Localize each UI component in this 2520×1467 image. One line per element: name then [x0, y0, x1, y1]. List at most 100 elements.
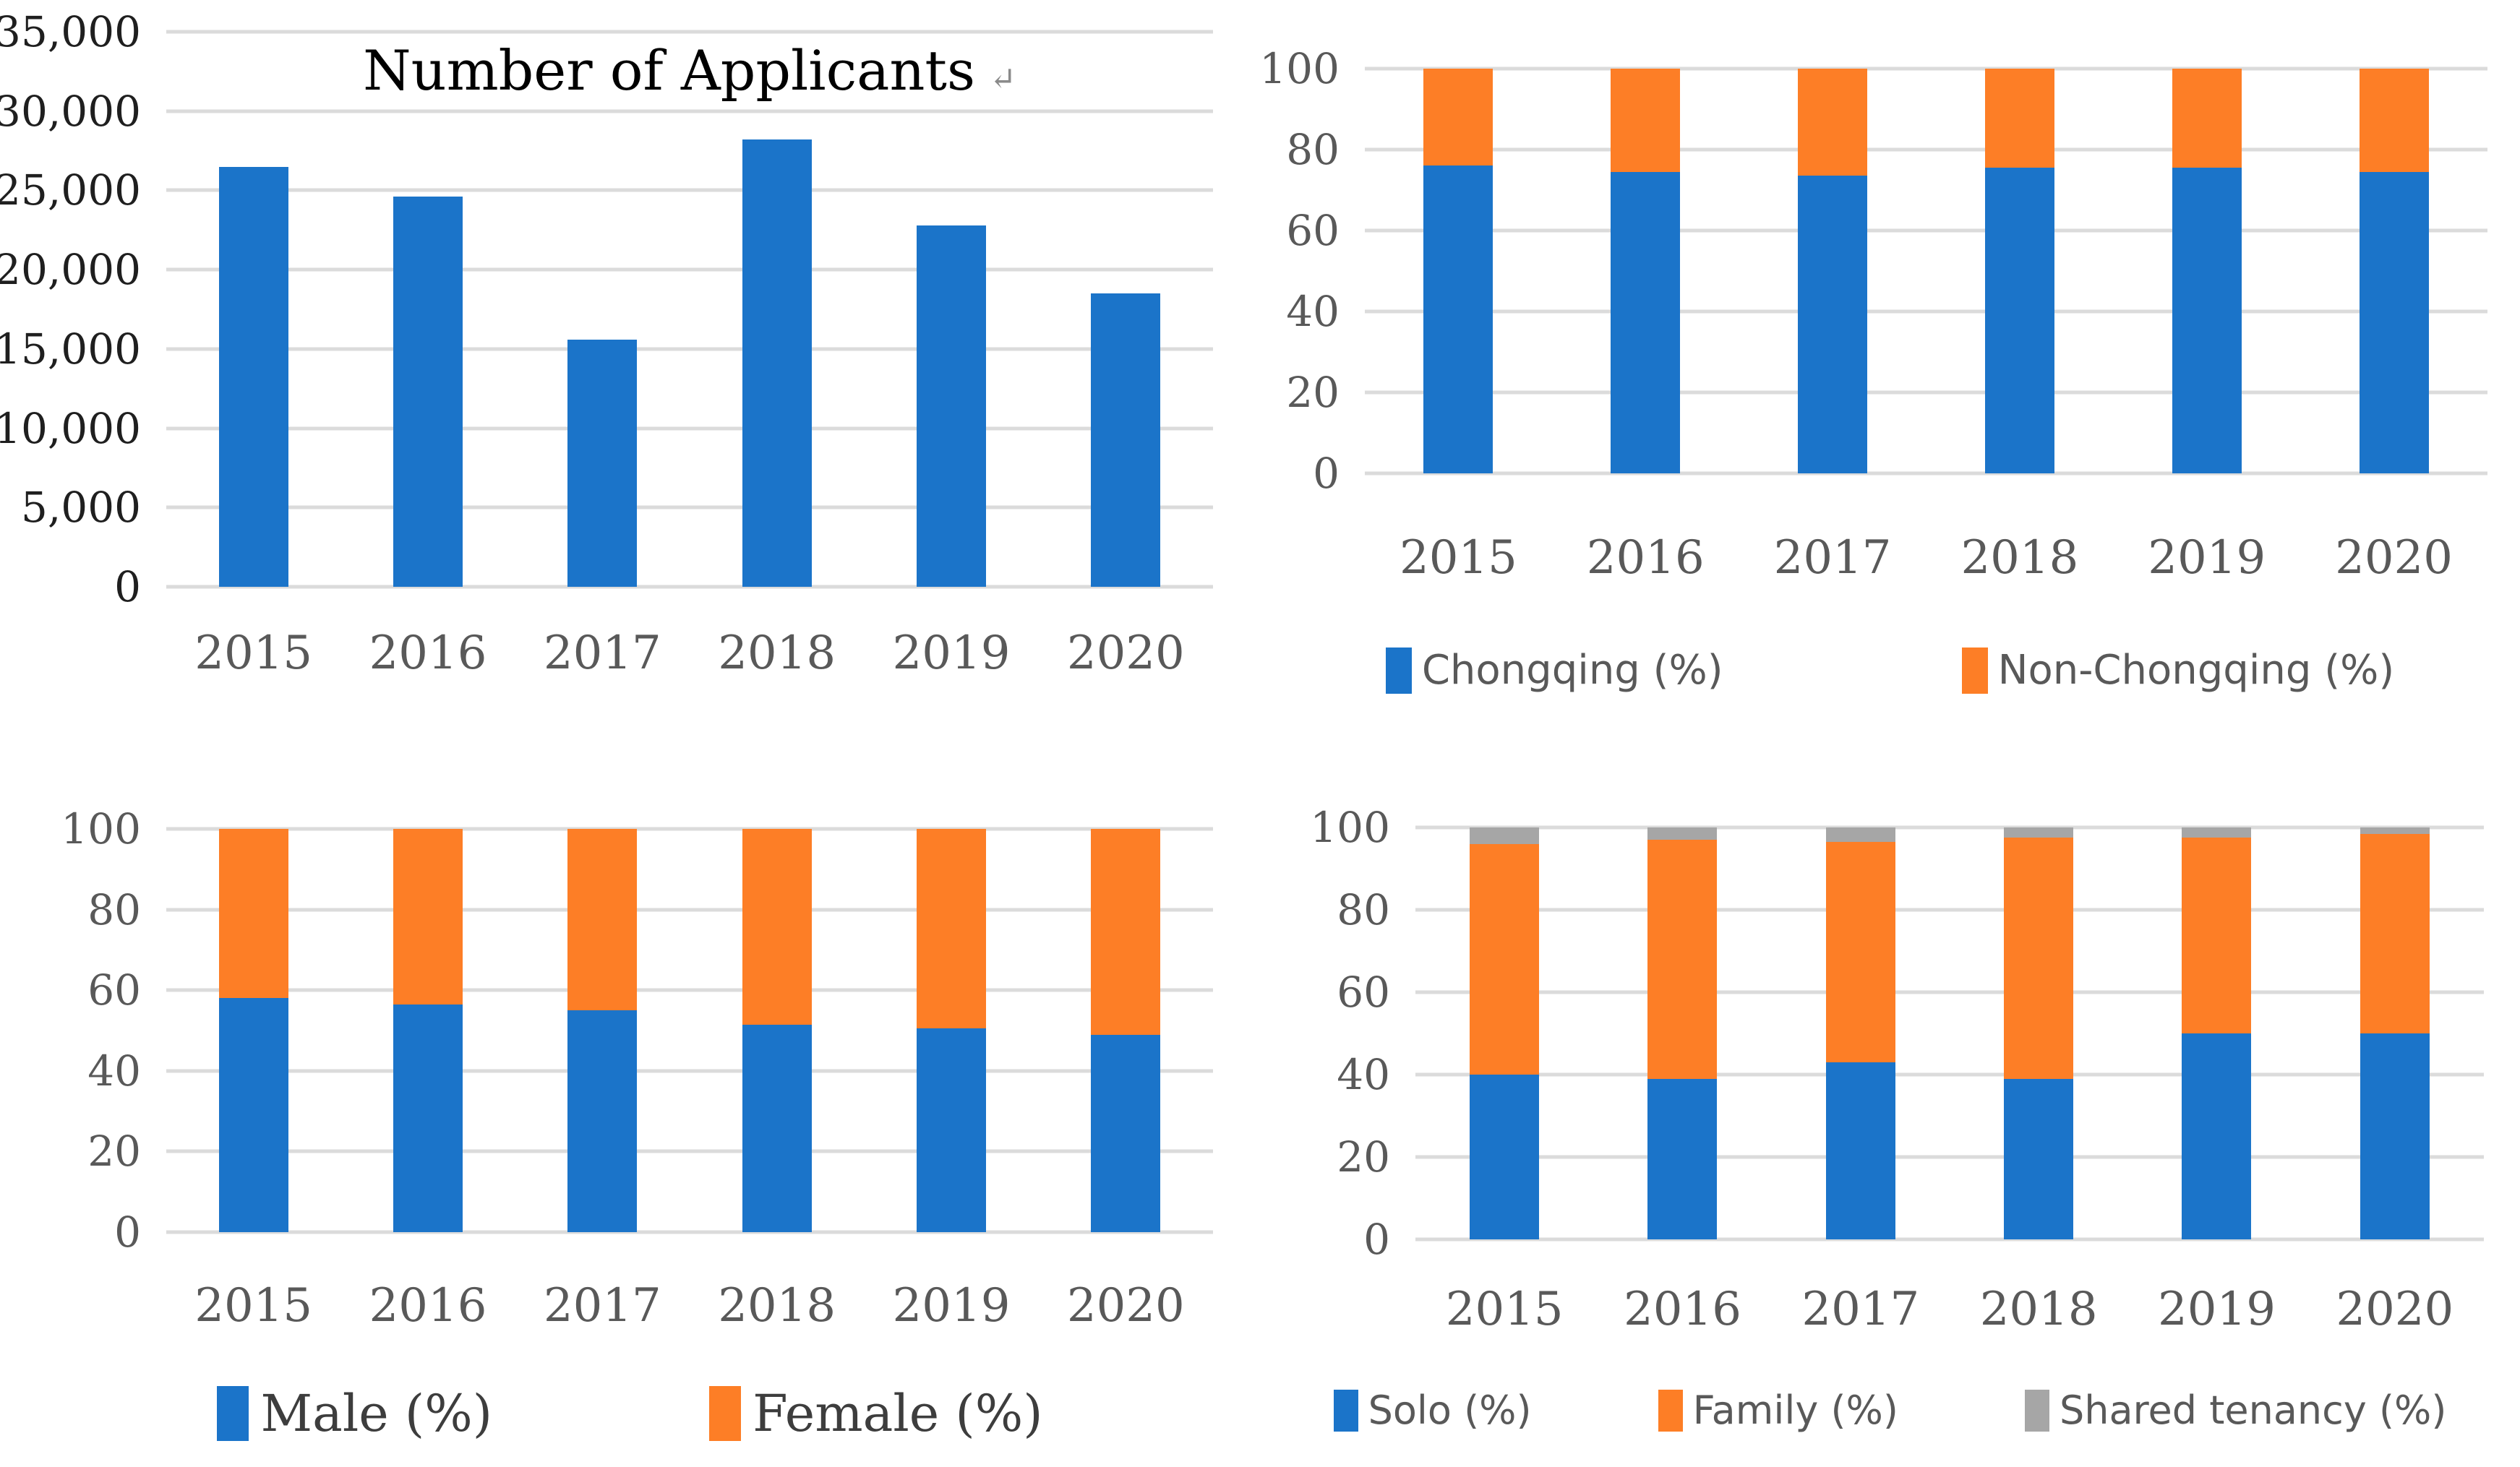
paragraph-return-mark: ↵	[989, 61, 1016, 98]
legend-label: Family (%)	[1692, 1388, 1898, 1433]
legend-item: Family (%)	[1658, 1388, 1898, 1433]
y-tick-label: 80	[1337, 885, 1390, 934]
x-tick-label: 2015	[194, 627, 313, 680]
bar-segment-blue	[1825, 1062, 1895, 1239]
bar-slot	[515, 32, 690, 587]
bars	[1415, 827, 2484, 1239]
gridline	[166, 988, 1213, 992]
x-axis: 2015 2016 2017 2018 2019 2020	[166, 619, 1213, 688]
bars	[166, 32, 1213, 587]
bar-segment-orange	[1798, 69, 1868, 176]
bar-segment-orange	[1470, 843, 1540, 1075]
bar-segment-blue	[1423, 165, 1493, 473]
bar-slot	[2306, 827, 2484, 1239]
bar-segment-orange	[2004, 838, 2074, 1079]
bar-2019	[2172, 69, 2242, 473]
bar-segment-orange	[1423, 69, 1493, 166]
bar-2020	[1091, 829, 1161, 1232]
x-tick-label: 2015	[1445, 1283, 1564, 1336]
bar-segment-blue	[1647, 1078, 1718, 1239]
y-axis: 100 80 60 40 20 0	[0, 808, 166, 1253]
gridline	[1415, 1237, 2484, 1242]
legend-label: Chongqing (%)	[1421, 647, 1723, 694]
y-tick-label: 0	[1363, 1215, 1390, 1264]
gridline	[166, 827, 1213, 831]
legend-item: Shared tenancy (%)	[2024, 1388, 2446, 1433]
chart-number-of-applicants: 35,000 30,000 25,000 20,000 15,000 10,000 5,00…	[0, 0, 1260, 734]
gridline	[166, 347, 1213, 351]
legend-label: Male (%)	[260, 1384, 493, 1443]
gridline	[1415, 990, 2484, 994]
bar-segment-blue	[393, 197, 463, 587]
bar-2019	[916, 32, 986, 587]
x-tick-label: 2016	[1586, 531, 1705, 585]
bar-slot	[340, 32, 515, 587]
gridline	[1365, 228, 2487, 233]
y-tick-label: 80	[87, 885, 141, 934]
gridline	[166, 505, 1213, 509]
legend: Male (%) Female (%)	[0, 1384, 1260, 1443]
bar-2015	[218, 829, 288, 1232]
bar-segment-blue	[1091, 293, 1161, 587]
bar-2015	[1423, 69, 1493, 473]
y-tick-label: 20	[87, 1127, 141, 1176]
y-tick-label: 20	[1286, 368, 1340, 417]
gridline	[166, 1230, 1213, 1234]
bar-segment-orange	[2172, 69, 2242, 168]
bar-segment-gray	[1647, 827, 1718, 840]
gridline	[166, 1149, 1213, 1153]
bar-2017	[1825, 827, 1895, 1239]
bar-2018	[742, 829, 812, 1232]
x-axis: 2015 2016 2017 2018 2019 2020	[166, 1272, 1213, 1341]
bar-slot	[1039, 32, 1213, 587]
gridline	[1415, 825, 2484, 830]
bar-segment-gray	[2182, 827, 2252, 838]
x-tick-label: 2017	[543, 1279, 661, 1333]
x-tick-label: 2018	[718, 627, 836, 680]
y-tick-label: 0	[114, 1208, 141, 1257]
gridline	[166, 585, 1213, 589]
y-tick-label: 40	[1286, 287, 1340, 336]
plot-area	[1365, 66, 2487, 476]
bar-2016	[393, 829, 463, 1232]
x-tick-label: 2016	[369, 627, 487, 680]
x-tick-label: 2019	[2148, 531, 2266, 585]
y-tick-label: 60	[87, 965, 141, 1015]
bar-segment-blue	[742, 1024, 812, 1232]
x-tick-label: 2017	[1773, 531, 1892, 585]
y-tick-label: 60	[1286, 206, 1340, 255]
gridline	[166, 109, 1213, 113]
legend-swatch-blue	[1333, 1389, 1358, 1432]
bar-2019	[2182, 827, 2252, 1239]
bar-slot	[1950, 827, 2127, 1239]
bar-2020	[1091, 32, 1161, 587]
legend-item: Female (%)	[709, 1384, 1043, 1443]
bar-segment-orange	[916, 829, 986, 1029]
x-tick-label: 2020	[2335, 531, 2453, 585]
gridline	[1365, 471, 2487, 476]
bar-segment-blue	[1798, 176, 1868, 473]
chart-title: Number of Applicants ↵	[166, 36, 1213, 105]
bar-segment-orange	[742, 829, 812, 1025]
bar-slot	[1739, 69, 1927, 473]
x-axis: 2015 2016 2017 2018 2019 2020	[1415, 1275, 2484, 1344]
legend: Chongqing (%) Non-Chongqing (%)	[1260, 647, 2520, 694]
x-tick-label: 2019	[892, 1279, 1011, 1333]
chart-body: 100 80 60 40 20 0	[1260, 806, 2484, 1260]
y-tick-label: 100	[1259, 44, 1340, 93]
y-tick-label: 5,000	[20, 483, 141, 533]
gridline	[166, 908, 1213, 912]
bar-segment-blue	[2172, 168, 2242, 473]
legend-swatch-blue	[1385, 647, 1412, 694]
bar-2018	[742, 32, 812, 587]
y-tick-label: 100	[1310, 803, 1390, 852]
bar-2020	[2360, 827, 2430, 1239]
bar-segment-orange	[1647, 840, 1718, 1079]
plot-area	[166, 827, 1213, 1234]
y-tick-label: 25,000	[0, 165, 141, 215]
chart-household-type-share: 100 80 60 40 20 0 2015 2016 2017 2018 2019 2020 So…	[1260, 734, 2520, 1467]
bar-2017	[567, 829, 638, 1232]
bar-2016	[1611, 69, 1681, 473]
bar-slot	[864, 829, 1038, 1232]
y-tick-label: 0	[114, 562, 141, 611]
